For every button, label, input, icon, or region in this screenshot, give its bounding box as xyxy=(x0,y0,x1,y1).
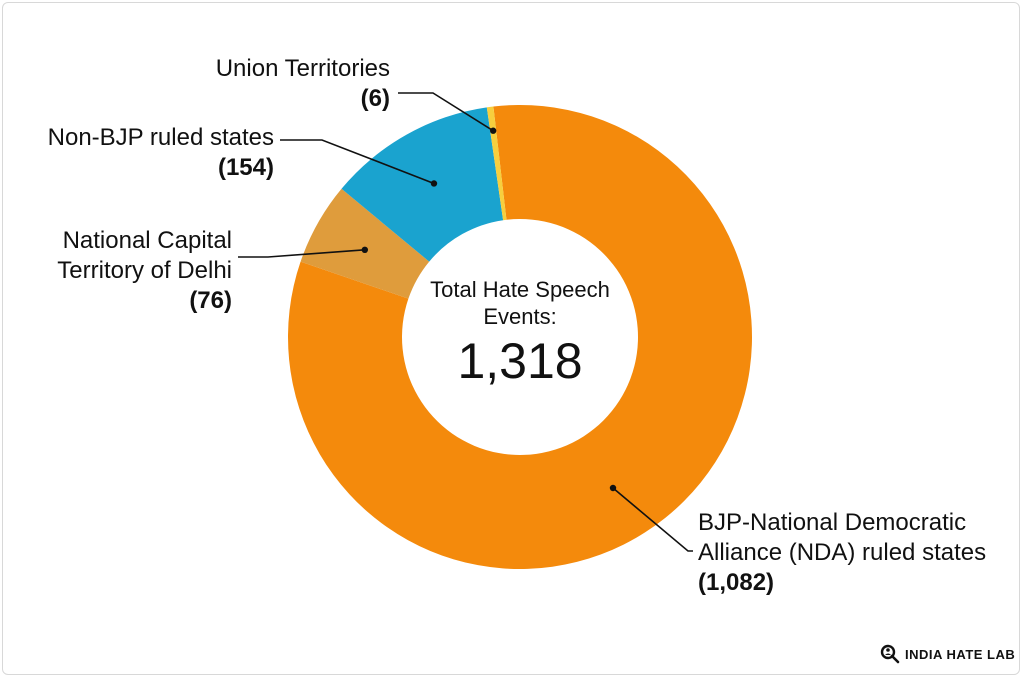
label-union-territories: Union Territories (6) xyxy=(212,54,390,114)
brand-logo-text: INDIA HATE LAB xyxy=(905,646,1016,662)
leader-dot-1 xyxy=(361,246,369,254)
slice-label-value: (6) xyxy=(360,85,390,112)
slice-label-name: BJP-National Democratic xyxy=(698,509,967,536)
label-bjp-nda-states: BJP-National Democratic Alliance (NDA) r… xyxy=(698,508,1008,598)
slice-label-name-line2: Territory of Delhi xyxy=(57,257,232,284)
slice-label-name: National Capital xyxy=(62,227,232,254)
center-value: 1,318 xyxy=(457,333,583,389)
label-non-bjp-states: Non-BJP ruled states (154) xyxy=(30,123,274,183)
leader-dot-3 xyxy=(489,127,497,134)
label-delhi: National Capital Territory of Delhi (76) xyxy=(30,226,232,316)
donut-slice-3 xyxy=(486,106,507,221)
slice-label-value: (76) xyxy=(189,287,232,314)
slice-label-name: Non-BJP ruled states xyxy=(47,124,274,151)
leader-dot-2 xyxy=(430,180,438,187)
slice-label-name: Union Territories xyxy=(215,55,390,82)
leader-line-2 xyxy=(280,139,435,185)
leader-line-0 xyxy=(612,487,693,552)
donut-slice-0 xyxy=(287,105,752,569)
slice-label-value: (154) xyxy=(217,154,274,181)
donut-slice-2 xyxy=(341,107,504,262)
slice-label-value: (1,082) xyxy=(698,569,775,596)
center-label: Total Hate Speech Events: xyxy=(430,277,610,329)
leader-line-3 xyxy=(398,92,494,132)
leader-line-1 xyxy=(238,249,365,258)
brand-logo: INDIA HATE LAB xyxy=(880,644,1015,664)
donut-center-text: Total Hate Speech Events: 1,318 xyxy=(420,276,620,390)
slice-label-name-line2: Alliance (NDA) ruled states xyxy=(698,539,987,566)
leader-dot-0 xyxy=(609,484,617,492)
donut-slice-1 xyxy=(300,188,430,299)
magnifier-person-icon xyxy=(880,644,900,664)
